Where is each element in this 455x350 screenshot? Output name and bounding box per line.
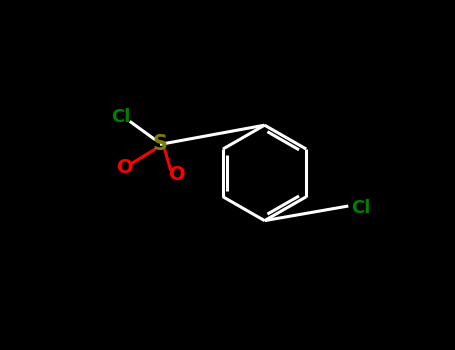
Text: O: O	[169, 165, 185, 184]
Text: O: O	[117, 158, 133, 177]
Text: Cl: Cl	[351, 198, 370, 217]
Text: S: S	[152, 134, 167, 154]
Text: Cl: Cl	[111, 108, 130, 126]
